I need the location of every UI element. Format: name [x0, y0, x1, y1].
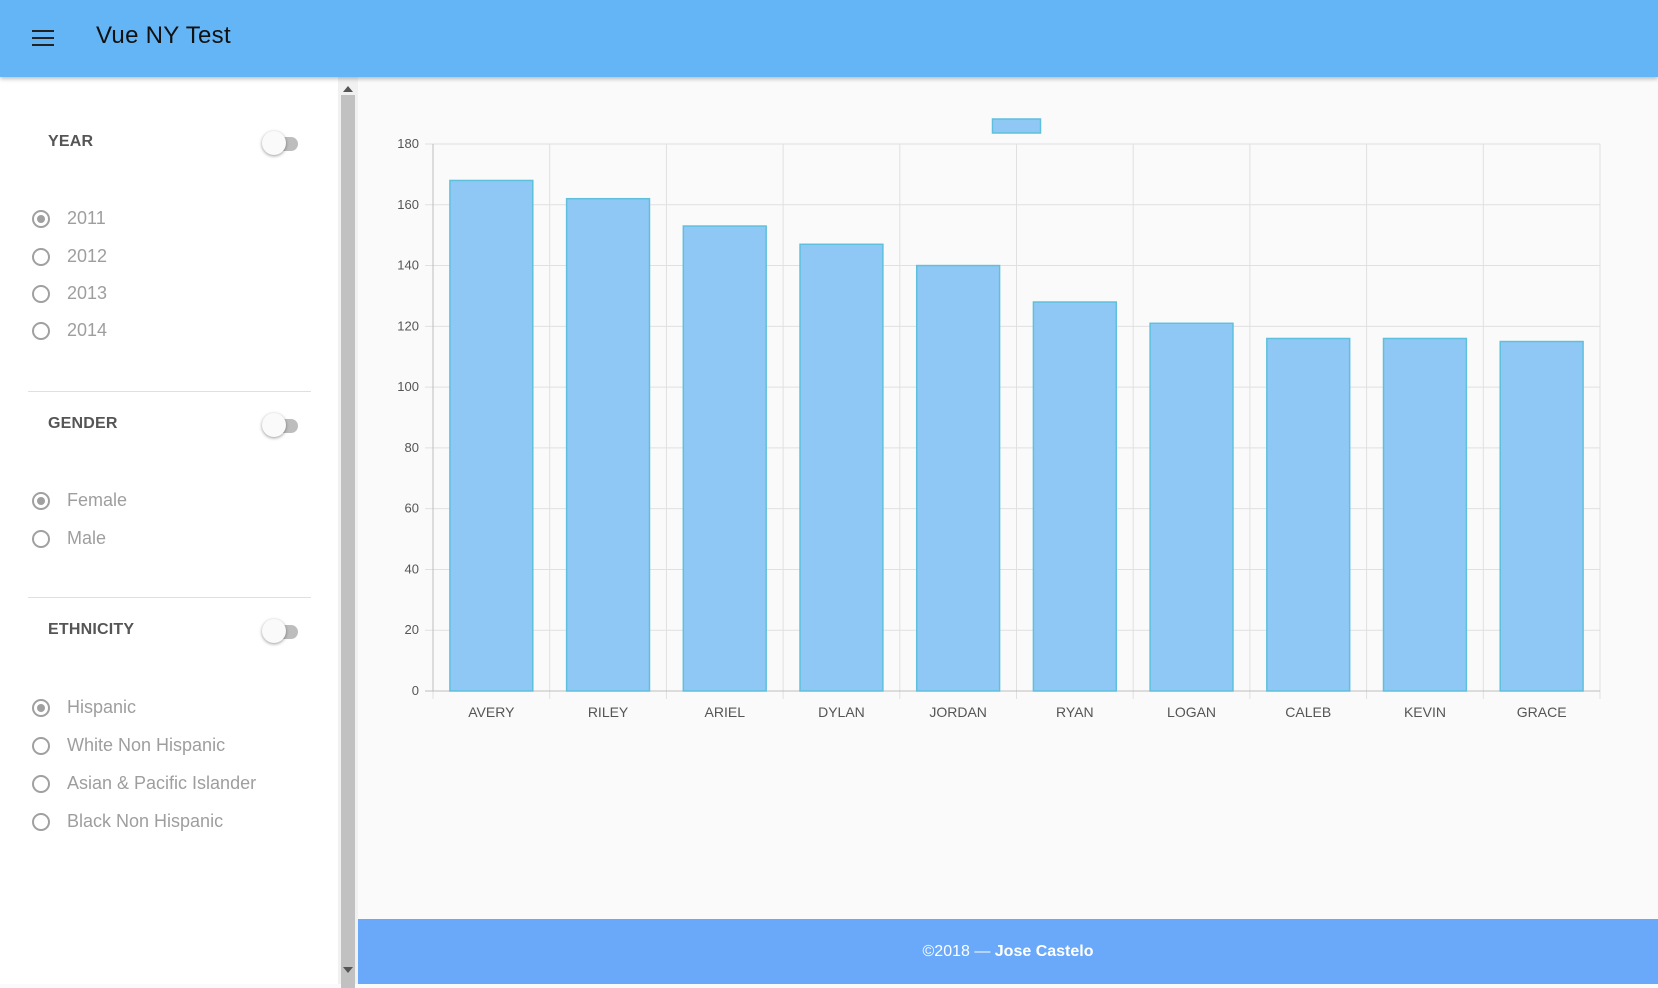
radio-button-icon	[32, 737, 50, 755]
y-tick-label: 40	[405, 561, 419, 576]
radio-button-icon	[32, 248, 50, 266]
section-divider	[28, 391, 311, 392]
year-option-2012[interactable]: 2012	[30, 245, 310, 275]
radio-button-icon	[32, 813, 50, 831]
radio-button-icon	[32, 699, 50, 717]
y-tick-label: 100	[397, 379, 419, 394]
x-tick-label: LOGAN	[1167, 704, 1216, 720]
ethnicity-option-white-non-hispanic[interactable]: White Non Hispanic	[30, 734, 310, 764]
x-tick-label: AVERY	[468, 704, 515, 720]
x-tick-label: GRACE	[1517, 704, 1567, 720]
footer-author: Jose Castelo	[994, 943, 1094, 960]
section-divider	[28, 597, 311, 598]
y-tick-label: 120	[397, 318, 419, 333]
ethnicity-section-title: ETHNICITY	[48, 621, 135, 638]
x-tick-label: RILEY	[588, 704, 629, 720]
bar-chart: 0 20 40 60 80 100 120 140 160 180 AVERY RILEY ARIEL D…	[397, 118, 1601, 720]
bar-ariel	[682, 225, 767, 692]
y-tick-label: 60	[405, 501, 419, 516]
x-tick-label: RYAN	[1056, 704, 1094, 720]
x-tick-label: DYLAN	[818, 704, 865, 720]
radio-button-icon	[32, 322, 50, 340]
scrollbar-thumb[interactable]	[341, 95, 355, 988]
bar-logan	[1149, 322, 1234, 692]
radio-button-icon	[32, 492, 50, 510]
hamburger-menu-icon[interactable]	[26, 22, 60, 54]
footer-copyright: ©2018 —	[922, 943, 995, 960]
year-section-title: YEAR	[48, 133, 94, 150]
radio-button-icon	[32, 210, 50, 228]
gender-option-male[interactable]: Male	[30, 527, 310, 557]
bar-riley	[565, 197, 651, 692]
year-option-2013[interactable]: 2013	[30, 282, 310, 312]
bar-avery	[449, 179, 534, 692]
x-tick-label: CALEB	[1285, 704, 1331, 720]
x-tick-label: ARIEL	[705, 704, 746, 720]
bar-kevin	[1382, 337, 1468, 692]
year-option-2011[interactable]: 2011	[30, 207, 310, 237]
scroll-down-arrow-icon[interactable]	[343, 967, 353, 973]
ethnicity-option-hispanic[interactable]: Hispanic	[30, 696, 310, 726]
y-tick-label: 160	[397, 197, 419, 212]
scroll-up-arrow-icon[interactable]	[343, 86, 353, 92]
y-tick-label: 20	[405, 622, 419, 637]
filter-sidebar: YEAR 2011 2012 2013 2014 GENDER Female M…	[0, 77, 338, 984]
bar-ryan	[1032, 301, 1118, 692]
gender-toggle[interactable]	[262, 411, 300, 437]
ethnicity-toggle[interactable]	[262, 617, 300, 643]
x-tick-label: JORDAN	[929, 704, 987, 720]
radio-button-icon	[32, 530, 50, 548]
app-toolbar: Vue NY Test	[0, 0, 1658, 77]
legend-swatch	[991, 118, 1042, 134]
bar-jordan	[915, 264, 1001, 692]
x-tick-label: KEVIN	[1404, 704, 1446, 720]
footer: ©2018 — Jose Castelo	[358, 919, 1658, 984]
radio-button-icon	[32, 775, 50, 793]
gender-option-female[interactable]: Female	[30, 489, 310, 519]
gender-section-title: GENDER	[48, 415, 118, 432]
ethnicity-option-asian-pacific-islander[interactable]: Asian & Pacific Islander	[30, 772, 310, 802]
bar-caleb	[1266, 337, 1351, 692]
year-option-2014[interactable]: 2014	[30, 319, 310, 349]
year-toggle[interactable]	[262, 129, 300, 155]
bar-grace	[1499, 340, 1584, 692]
y-tick-label: 80	[405, 440, 419, 455]
sidebar-scrollbar[interactable]	[338, 77, 358, 988]
radio-button-icon	[32, 285, 50, 303]
y-tick-label: 180	[397, 136, 419, 151]
ethnicity-option-black-non-hispanic[interactable]: Black Non Hispanic	[30, 810, 310, 840]
bar-dylan	[799, 243, 884, 692]
app-title: Vue NY Test	[96, 22, 231, 49]
y-tick-label: 140	[397, 258, 419, 273]
y-tick-label: 0	[412, 683, 419, 698]
